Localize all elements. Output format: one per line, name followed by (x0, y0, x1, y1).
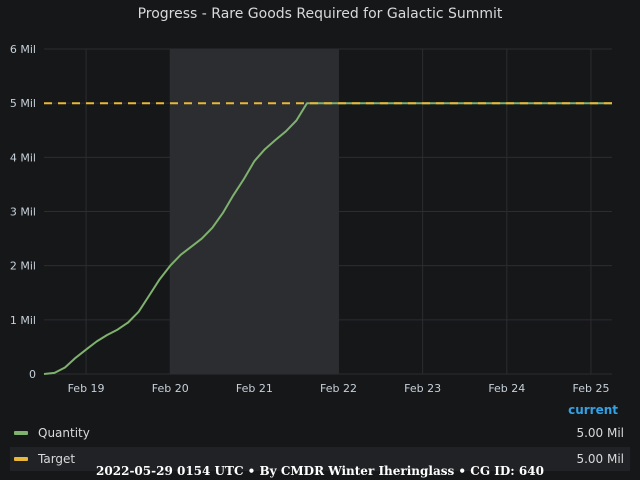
y-tick-label: 1 Mil (10, 314, 36, 327)
x-tick-label: Feb 25 (572, 382, 609, 395)
series (43, 102, 612, 375)
legend-header-current[interactable]: current (568, 403, 618, 417)
legend-swatch-target (14, 457, 28, 461)
y-tick-label: 6 Mil (10, 43, 36, 56)
highlight-region (170, 49, 339, 374)
x-tick-label: Feb 21 (236, 382, 273, 395)
x-axis: Feb 19 Feb 20 Feb 21 Feb 22 Feb 23 Feb 24 Feb … (68, 382, 610, 395)
footer-caption: 2022-05-29 0154 UTC • By CMDR Winter Ihe… (96, 464, 544, 478)
y-tick-label: 5 Mil (10, 97, 36, 110)
x-tick-label: Feb 19 (68, 382, 105, 395)
y-tick-label: 0 (29, 368, 36, 381)
chart-title: Progress - Rare Goods Required for Galac… (137, 6, 503, 22)
x-tick-label: Feb 20 (152, 382, 189, 395)
x-tick-label: Feb 22 (320, 382, 357, 395)
y-axis: 0 1 Mil 2 Mil 3 Mil 4 Mil 5 Mil 6 Mil (10, 43, 36, 381)
y-tick-label: 2 Mil (10, 260, 36, 273)
legend-item-quantity[interactable]: Quantity 5.00 Mil (10, 421, 630, 445)
legend-label: Quantity (38, 426, 90, 440)
series-line-quantity (43, 102, 612, 375)
legend-label: Target (38, 452, 76, 466)
legend-swatch-quantity (14, 431, 28, 435)
legend-value: 5.00 Mil (576, 452, 624, 466)
x-tick-label: Feb 24 (488, 382, 525, 395)
x-tick-label: Feb 23 (404, 382, 441, 395)
y-tick-label: 3 Mil (10, 206, 36, 219)
highlight-band (170, 49, 339, 374)
y-tick-label: 4 Mil (10, 151, 36, 164)
legend-item-target[interactable]: Target 5.00 Mil (10, 447, 630, 471)
legend-value: 5.00 Mil (576, 426, 624, 440)
